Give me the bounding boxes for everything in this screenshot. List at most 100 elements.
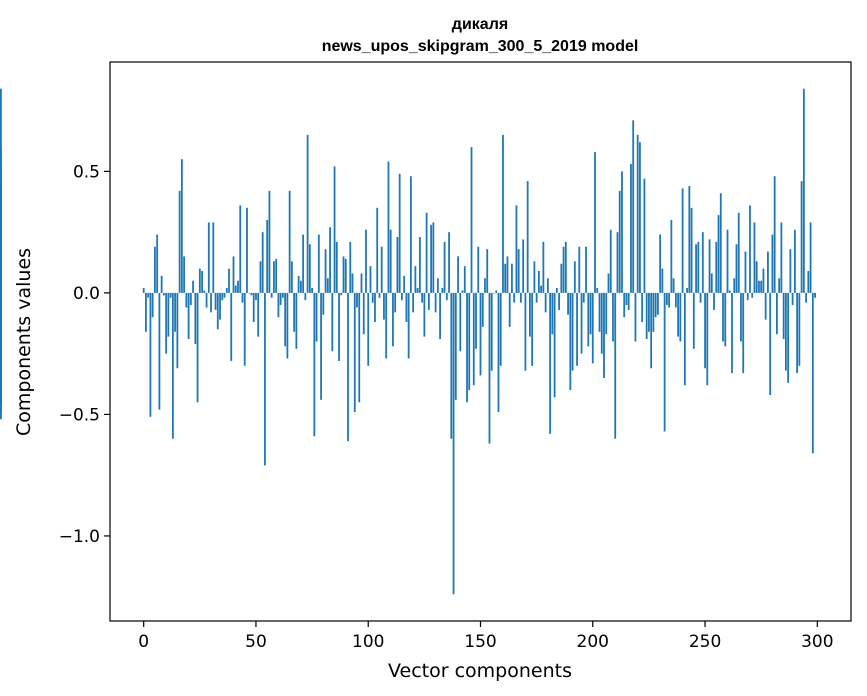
bar — [731, 292, 733, 374]
bar — [573, 261, 576, 293]
bar — [728, 290, 731, 293]
plot-area — [0, 61, 852, 622]
bar — [636, 134, 639, 293]
bar — [807, 271, 810, 293]
bar — [695, 244, 697, 293]
bar — [755, 261, 758, 293]
bar — [454, 292, 457, 400]
bar — [290, 261, 293, 293]
bar — [279, 292, 282, 306]
bar — [722, 292, 724, 342]
bar — [380, 246, 383, 293]
bar — [751, 292, 754, 298]
bar — [735, 244, 738, 293]
bar — [560, 263, 563, 293]
bar — [661, 268, 664, 293]
bar — [778, 278, 781, 293]
bar — [392, 292, 394, 347]
bar — [362, 292, 365, 335]
bar — [562, 246, 565, 293]
bar — [297, 275, 300, 293]
bar — [237, 280, 239, 293]
bar — [432, 222, 435, 293]
x-tick-label: 50 — [245, 632, 267, 652]
bar — [401, 292, 403, 301]
bar — [585, 246, 587, 293]
bar — [811, 292, 814, 454]
bar — [612, 292, 614, 342]
x-tick-label: 200 — [577, 632, 609, 652]
bar — [255, 292, 257, 301]
bar — [443, 241, 446, 293]
bar — [246, 207, 248, 293]
bar — [515, 205, 518, 293]
bar — [295, 292, 298, 349]
bar — [412, 292, 415, 313]
bar — [405, 292, 408, 323]
bar — [535, 292, 538, 303]
bar — [282, 292, 284, 298]
bar — [670, 219, 673, 293]
bar — [423, 292, 426, 337]
bar — [776, 292, 778, 335]
bar — [457, 256, 459, 293]
bar — [248, 292, 251, 294]
bar — [257, 292, 260, 337]
bar — [654, 292, 657, 318]
bar — [329, 227, 331, 293]
bar — [160, 275, 163, 293]
bar — [591, 292, 594, 364]
bar — [553, 292, 556, 398]
bar — [315, 292, 318, 342]
bar — [475, 292, 477, 349]
bar — [569, 292, 572, 391]
bar — [645, 292, 648, 340]
bar — [149, 292, 152, 417]
bar — [192, 280, 194, 293]
bar — [488, 292, 491, 444]
bar — [737, 212, 740, 293]
bar — [189, 292, 192, 306]
bar — [275, 258, 278, 293]
bar — [596, 288, 599, 293]
bar — [228, 268, 230, 293]
bar — [427, 292, 430, 310]
bar — [564, 241, 567, 293]
bar — [416, 288, 419, 293]
bar — [367, 292, 370, 366]
bar — [690, 207, 693, 293]
bar — [403, 275, 406, 293]
bar — [537, 271, 540, 293]
bar — [780, 222, 783, 293]
bar — [459, 292, 462, 352]
bar — [641, 292, 644, 323]
bar — [430, 224, 432, 293]
bar — [697, 241, 700, 293]
bar — [201, 271, 203, 293]
bar — [800, 181, 803, 293]
bar — [679, 292, 682, 342]
bar — [264, 292, 266, 466]
bar — [719, 193, 722, 293]
bar — [580, 292, 583, 354]
bar — [499, 292, 502, 366]
y-axis-label: Components values — [13, 248, 35, 436]
bar — [623, 292, 626, 318]
bar — [692, 292, 695, 349]
bar — [468, 292, 471, 391]
bar — [614, 292, 617, 439]
bar — [293, 292, 296, 332]
bar — [567, 292, 569, 315]
bar — [342, 256, 345, 293]
bar — [463, 266, 466, 293]
bar — [533, 261, 536, 293]
bar — [744, 251, 747, 293]
bar — [165, 292, 168, 354]
bar — [648, 292, 650, 332]
bar — [374, 292, 376, 323]
bar — [196, 292, 199, 403]
bar — [376, 207, 379, 293]
bar — [490, 292, 493, 371]
bar — [558, 292, 560, 310]
y-tick-label: 0.0 — [73, 284, 100, 304]
